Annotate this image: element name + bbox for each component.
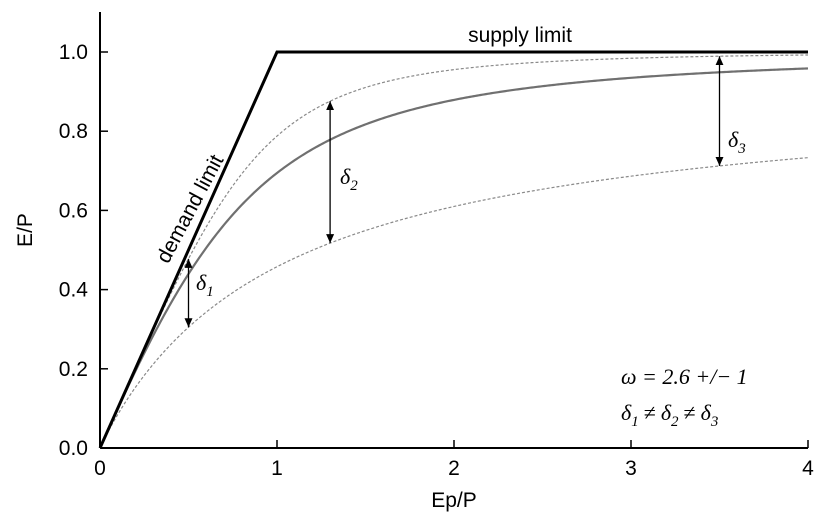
y-tick-label: 0.2	[59, 358, 88, 381]
x-tick-label: 3	[625, 457, 637, 480]
delta-arrows	[184, 56, 724, 328]
x-tick-label: 1	[271, 457, 283, 480]
y-ticks: 0.0 0.2 0.4 0.6 0.8 1.0	[59, 41, 108, 460]
delta1-label: δ1	[196, 270, 214, 300]
curve-mid-solid	[98, 67, 809, 449]
delta3-label: δ3	[728, 127, 746, 157]
y-tick-label: 1.0	[59, 41, 88, 64]
delta-inequality: δ1 ≠ δ2 ≠ δ3	[621, 400, 718, 430]
x-ticks: 0 1 2 3 4	[94, 440, 814, 480]
y-tick-label: 0.0	[59, 437, 88, 460]
omega-annotation: ω = 2.6 +/− 1	[621, 364, 748, 389]
y-tick-label: 0.6	[59, 199, 88, 222]
demand-supply-limit-line	[98, 50, 808, 449]
y-axis-label: E/P	[14, 213, 37, 247]
x-tick-label: 0	[94, 457, 106, 480]
y-tick-label: 0.4	[59, 279, 89, 302]
x-tick-label: 4	[802, 457, 814, 480]
curve-lower-dashed	[99, 157, 809, 449]
y-tick-label: 0.8	[59, 120, 88, 143]
curve-upper-dashed	[99, 54, 809, 449]
x-tick-label: 2	[448, 457, 460, 480]
delta2-label: δ2	[340, 164, 358, 194]
x-axis-label: Ep/P	[431, 489, 477, 512]
supply-limit-label: supply limit	[468, 24, 572, 47]
